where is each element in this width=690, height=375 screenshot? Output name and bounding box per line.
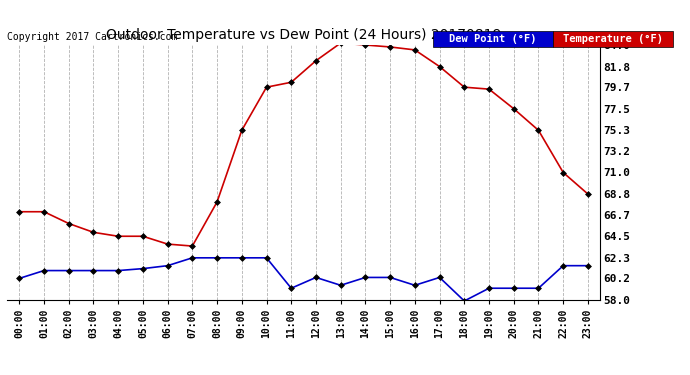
Title: Outdoor Temperature vs Dew Point (24 Hours) 20170819: Outdoor Temperature vs Dew Point (24 Hou… bbox=[106, 28, 502, 42]
Text: Copyright 2017 Cartronics.com: Copyright 2017 Cartronics.com bbox=[7, 33, 177, 42]
FancyBboxPatch shape bbox=[553, 31, 673, 47]
Text: Dew Point (°F): Dew Point (°F) bbox=[449, 34, 537, 44]
Text: Temperature (°F): Temperature (°F) bbox=[563, 34, 663, 44]
FancyBboxPatch shape bbox=[433, 31, 553, 47]
